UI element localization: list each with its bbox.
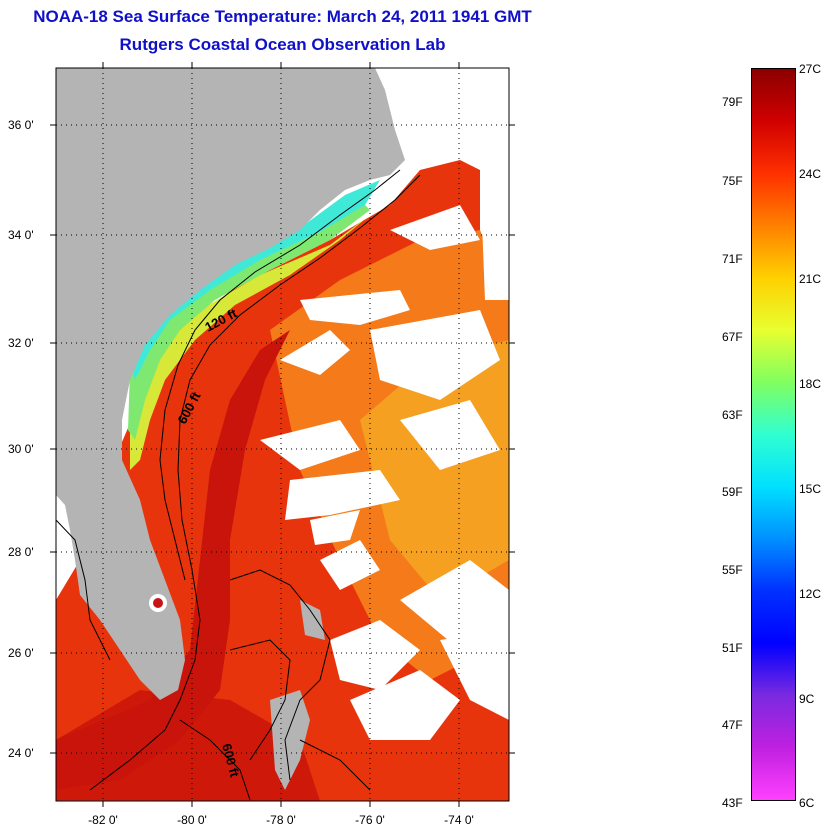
colorbar-f-label: 79F xyxy=(722,95,743,109)
colorbar-c-label: 18C xyxy=(799,377,822,391)
colorbar-c-label: 21C xyxy=(799,272,822,286)
graticule xyxy=(56,68,509,801)
colorbar-c-label: 12C xyxy=(799,587,822,601)
gulf-stream xyxy=(56,330,290,790)
lat-label: 24 0' xyxy=(8,746,34,760)
colorbar-f-label: 75F xyxy=(722,174,743,188)
colorbar-f-label: 59F xyxy=(722,485,743,499)
shelf-water-yellow xyxy=(130,215,370,470)
colorbar-c-label: 27C xyxy=(799,62,822,76)
lat-label: 30 0' xyxy=(8,442,34,456)
colorbar-c-label: 24C xyxy=(799,167,822,181)
colorbar-c-label: 15C xyxy=(799,482,822,496)
colorbar-c-label: 9C xyxy=(799,692,815,706)
lat-label: 36 0' xyxy=(8,118,34,132)
lat-label: 26 0' xyxy=(8,646,34,660)
lat-label: 34 0' xyxy=(8,228,34,242)
lon-label: -82 0' xyxy=(88,813,118,827)
temperature-colorbar xyxy=(751,68,796,801)
colorbar-f-label: 47F xyxy=(722,718,743,732)
colorbar-f-label: 67F xyxy=(722,330,743,344)
colorbar-f-label: 43F xyxy=(722,796,743,810)
land xyxy=(56,68,405,700)
lat-label: 32 0' xyxy=(8,336,34,350)
cloud-cover xyxy=(260,68,509,740)
lon-label: -78 0' xyxy=(266,813,296,827)
colorbar-f-label: 55F xyxy=(722,563,743,577)
colorbar-f-label: 51F xyxy=(722,641,743,655)
colorbar-c-label: 6C xyxy=(799,796,815,810)
map-frame xyxy=(55,67,510,802)
map-title: NOAA-18 Sea Surface Temperature: March 2… xyxy=(33,7,532,26)
map-subtitle: Rutgers Coastal Ocean Observation Lab xyxy=(119,35,446,54)
colorbar-f-label: 71F xyxy=(722,252,743,266)
shelf-water-cyan xyxy=(128,180,380,380)
depth-contours xyxy=(56,169,421,801)
lon-label: -80 0' xyxy=(177,813,207,827)
lon-label: -76 0' xyxy=(355,813,385,827)
colorbar-f-label: 63F xyxy=(722,408,743,422)
lon-label: -74 0' xyxy=(444,813,474,827)
lat-label: 28 0' xyxy=(8,545,34,559)
shelf-water-green xyxy=(128,200,370,440)
ticks xyxy=(50,62,515,807)
